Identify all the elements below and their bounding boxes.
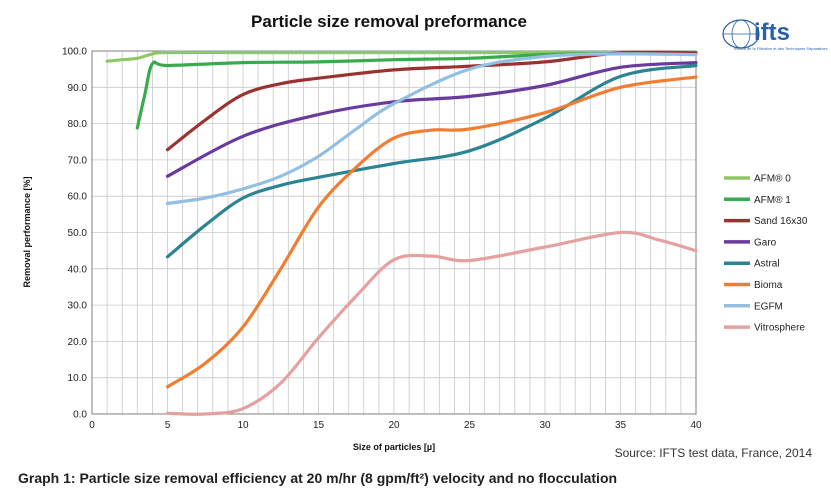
y-tick-label: 0.0 — [73, 410, 87, 421]
x-tick-label: 30 — [539, 420, 551, 431]
x-tick-label: 10 — [237, 420, 249, 431]
x-tick-label: 5 — [165, 420, 171, 431]
legend-label-vitrosphere: Vitrosphere — [754, 323, 805, 334]
gridlines — [92, 51, 696, 414]
legend-label-afm-0: AFM® 0 — [754, 174, 791, 185]
series-line-astral — [165, 63, 698, 259]
x-tick-label: 25 — [464, 420, 476, 431]
legend-label-astral: Astral — [754, 259, 780, 270]
series-line-afm-0 — [105, 50, 698, 63]
x-tick-label: 35 — [615, 420, 627, 431]
y-tick-label: 100.0 — [62, 47, 87, 58]
y-tick-label: 30.0 — [68, 301, 88, 312]
series-line-sand-16x30 — [165, 50, 698, 152]
legend-label-egfm: EGFM — [754, 301, 783, 312]
y-axis-label: Removal performance [%] — [22, 176, 32, 287]
chart-title: Particle size removal preformance — [251, 12, 527, 31]
x-tick-label: 20 — [388, 420, 400, 431]
legend-label-sand-16x30: Sand 16x30 — [754, 216, 808, 227]
series-line-garo — [165, 61, 698, 178]
legend-label-bioma: Bioma — [754, 280, 783, 291]
series-line-vitrosphere — [165, 230, 698, 416]
legend: AFM® 0 AFM® 1 Sand 16x30 Garo Astral Bioma EGF… — [724, 174, 808, 334]
ifts-logo: ifts Institut de la Filtration et des Te… — [722, 19, 828, 51]
source-note: Source: IFTS test data, France, 2014 — [615, 446, 813, 460]
series-lines — [105, 50, 698, 416]
y-tick-label: 70.0 — [68, 155, 88, 166]
logo-subtitle: Institut de la Filtration et des Techniq… — [734, 46, 828, 51]
series-line-egfm — [165, 52, 698, 206]
y-tick-label: 50.0 — [68, 228, 88, 239]
y-axis-ticks: 0.0 10.0 20.0 30.0 40.0 50.0 60.0 70.0 80.0 90.0 1… — [62, 47, 87, 421]
x-axis-label: Size of particles [µ] — [353, 442, 435, 452]
y-tick-label: 20.0 — [68, 337, 88, 348]
series-line-bioma — [165, 75, 698, 389]
y-tick-label: 60.0 — [68, 192, 88, 203]
legend-label-afm-1: AFM® 1 — [754, 195, 791, 206]
y-tick-label: 10.0 — [68, 373, 88, 384]
logo-text: ifts — [754, 19, 790, 46]
y-tick-label: 90.0 — [68, 83, 88, 94]
legend-label-garo: Garo — [754, 237, 777, 248]
x-tick-label: 40 — [690, 420, 702, 431]
y-tick-label: 40.0 — [68, 264, 88, 275]
x-tick-label: 0 — [89, 420, 95, 431]
figure-caption: Graph 1: Particle size removal efficienc… — [18, 470, 617, 486]
x-axis-ticks: 0 5 10 15 20 25 30 35 40 — [89, 420, 702, 431]
x-tick-label: 15 — [313, 420, 325, 431]
y-tick-label: 80.0 — [68, 119, 88, 130]
